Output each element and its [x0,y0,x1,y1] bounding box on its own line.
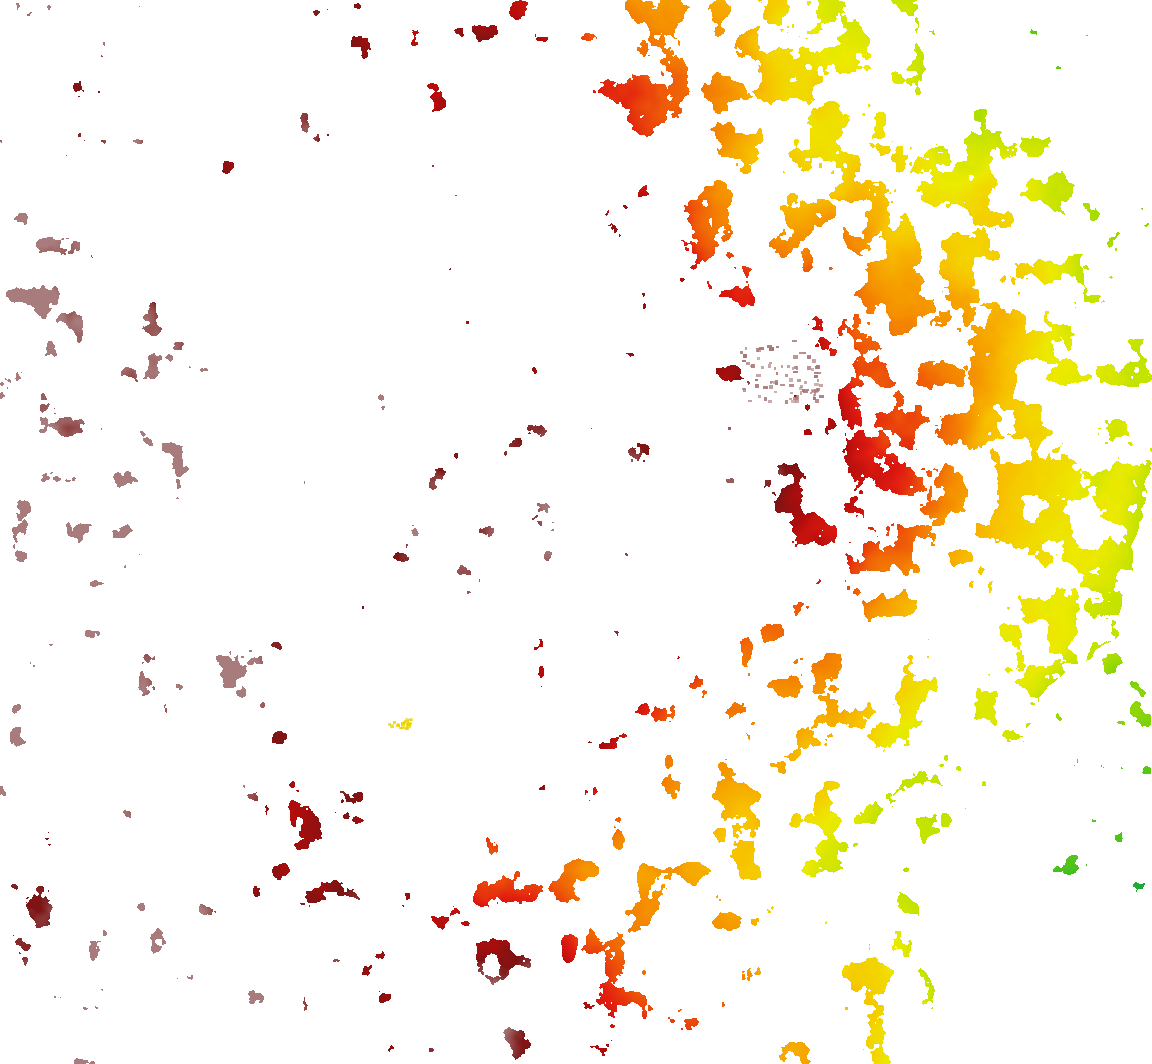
raster-image-viewport [0,0,1152,1064]
geophysical-field-raster [0,0,1152,1064]
